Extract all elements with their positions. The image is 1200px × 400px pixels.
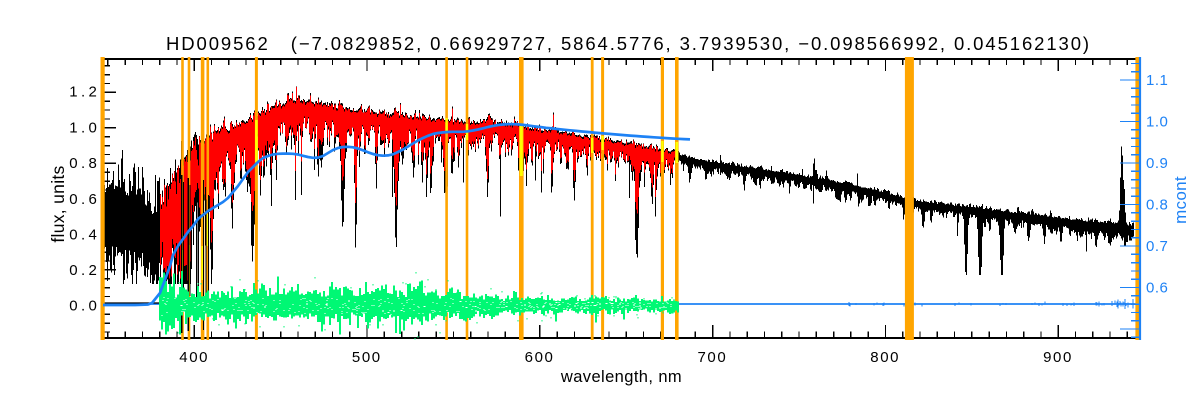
svg-text:HD009562 (−7.0829852, 0.6692: HD009562 (−7.0829852, 0.66929727, 5864.5… <box>166 33 1091 54</box>
svg-text:0.0: 0.0 <box>69 297 100 314</box>
svg-text:700: 700 <box>697 349 727 366</box>
svg-text:900: 900 <box>1043 349 1073 366</box>
svg-text:0.7: 0.7 <box>1146 238 1168 255</box>
svg-text:1.2: 1.2 <box>69 84 100 101</box>
svg-text:800: 800 <box>870 349 900 366</box>
svg-text:0.9: 0.9 <box>1146 155 1168 172</box>
svg-text:600: 600 <box>525 349 555 366</box>
svg-text:0.2: 0.2 <box>69 262 100 279</box>
svg-text:flux, units: flux, units <box>48 165 68 242</box>
svg-text:1.1: 1.1 <box>1146 72 1168 89</box>
svg-text:1.0: 1.0 <box>1146 114 1168 131</box>
svg-text:400: 400 <box>179 349 209 366</box>
svg-text:500: 500 <box>352 349 382 366</box>
svg-text:0.6: 0.6 <box>69 191 100 208</box>
svg-text:mcont: mcont <box>1171 176 1190 224</box>
svg-text:0.6: 0.6 <box>1146 280 1168 297</box>
svg-text:0.8: 0.8 <box>1146 197 1168 214</box>
svg-text:0.8: 0.8 <box>69 155 100 172</box>
svg-text:1.0: 1.0 <box>69 120 100 137</box>
svg-text:0.4: 0.4 <box>69 226 100 243</box>
svg-text:wavelength, nm: wavelength, nm <box>560 368 682 386</box>
